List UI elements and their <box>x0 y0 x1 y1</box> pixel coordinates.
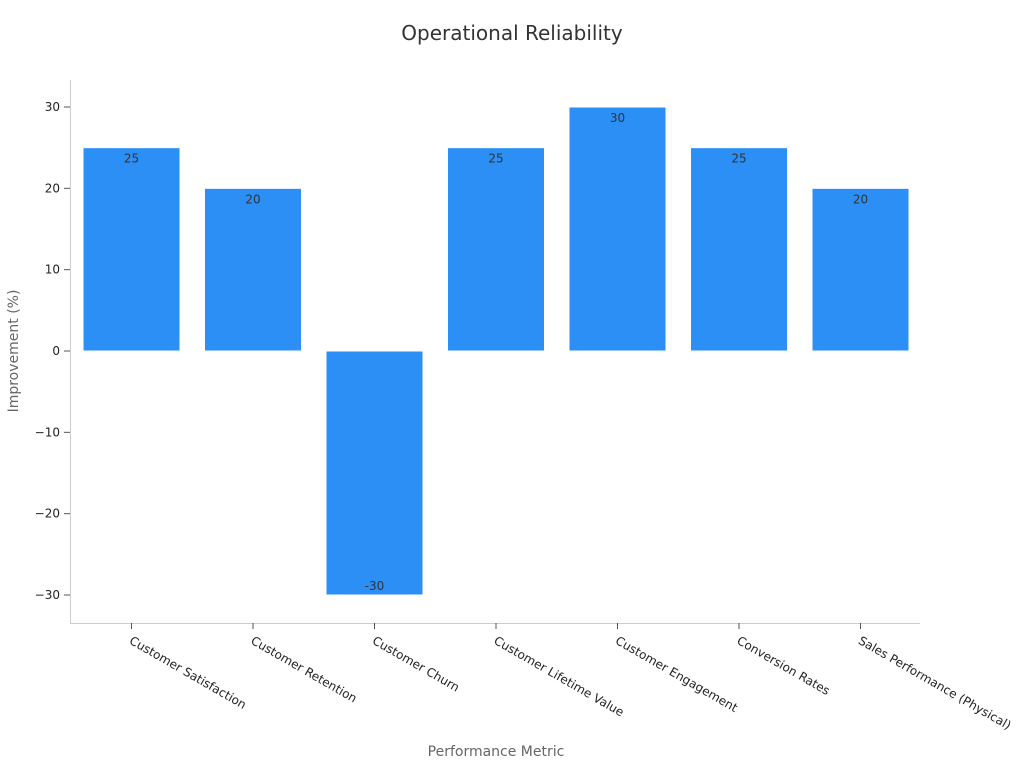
x-tick-label: Customer Lifetime Value <box>492 633 627 719</box>
bar <box>811 187 910 352</box>
data-label: -30 <box>365 579 385 593</box>
y-ticks-group: 30 20 10 0 −10 −20 −30 <box>35 100 70 602</box>
x-tick-label: Conversion Rates <box>735 633 833 698</box>
bar <box>204 187 302 352</box>
data-label: 30 <box>610 111 625 125</box>
x-tick-label: Customer Retention <box>249 633 360 705</box>
data-label: 25 <box>731 152 746 166</box>
bar <box>82 147 181 352</box>
bar <box>325 350 424 596</box>
x-axis-label: Performance Metric <box>428 744 565 760</box>
x-tick-label: Sales Performance (Physical) <box>856 633 1014 732</box>
x-tick-label: Customer Engagement <box>613 633 740 715</box>
y-tick-label: 0 <box>52 344 60 358</box>
bar <box>447 147 545 352</box>
data-label: 25 <box>488 152 503 166</box>
bar <box>568 106 667 352</box>
x-ticks-group: Customer Satisfaction Customer Retention C… <box>127 623 1014 732</box>
y-tick-label: −10 <box>35 425 60 439</box>
bars-group: 25 20 -30 25 30 25 20 <box>82 106 910 596</box>
data-label: 20 <box>853 192 868 206</box>
bar <box>690 147 788 352</box>
x-tick-label: Customer Satisfaction <box>127 633 249 711</box>
y-tick-label: 10 <box>45 263 60 277</box>
y-tick-label: 30 <box>45 100 60 114</box>
chart-title: Operational Reliability <box>401 21 623 45</box>
data-label: 20 <box>245 192 260 206</box>
y-tick-label: −30 <box>35 588 60 602</box>
y-tick-label: −20 <box>35 507 60 521</box>
x-tick-label: Customer Churn <box>370 633 462 694</box>
y-axis-label: Improvement (%) <box>6 290 22 413</box>
data-label: 25 <box>124 152 139 166</box>
y-tick-label: 20 <box>45 181 60 195</box>
